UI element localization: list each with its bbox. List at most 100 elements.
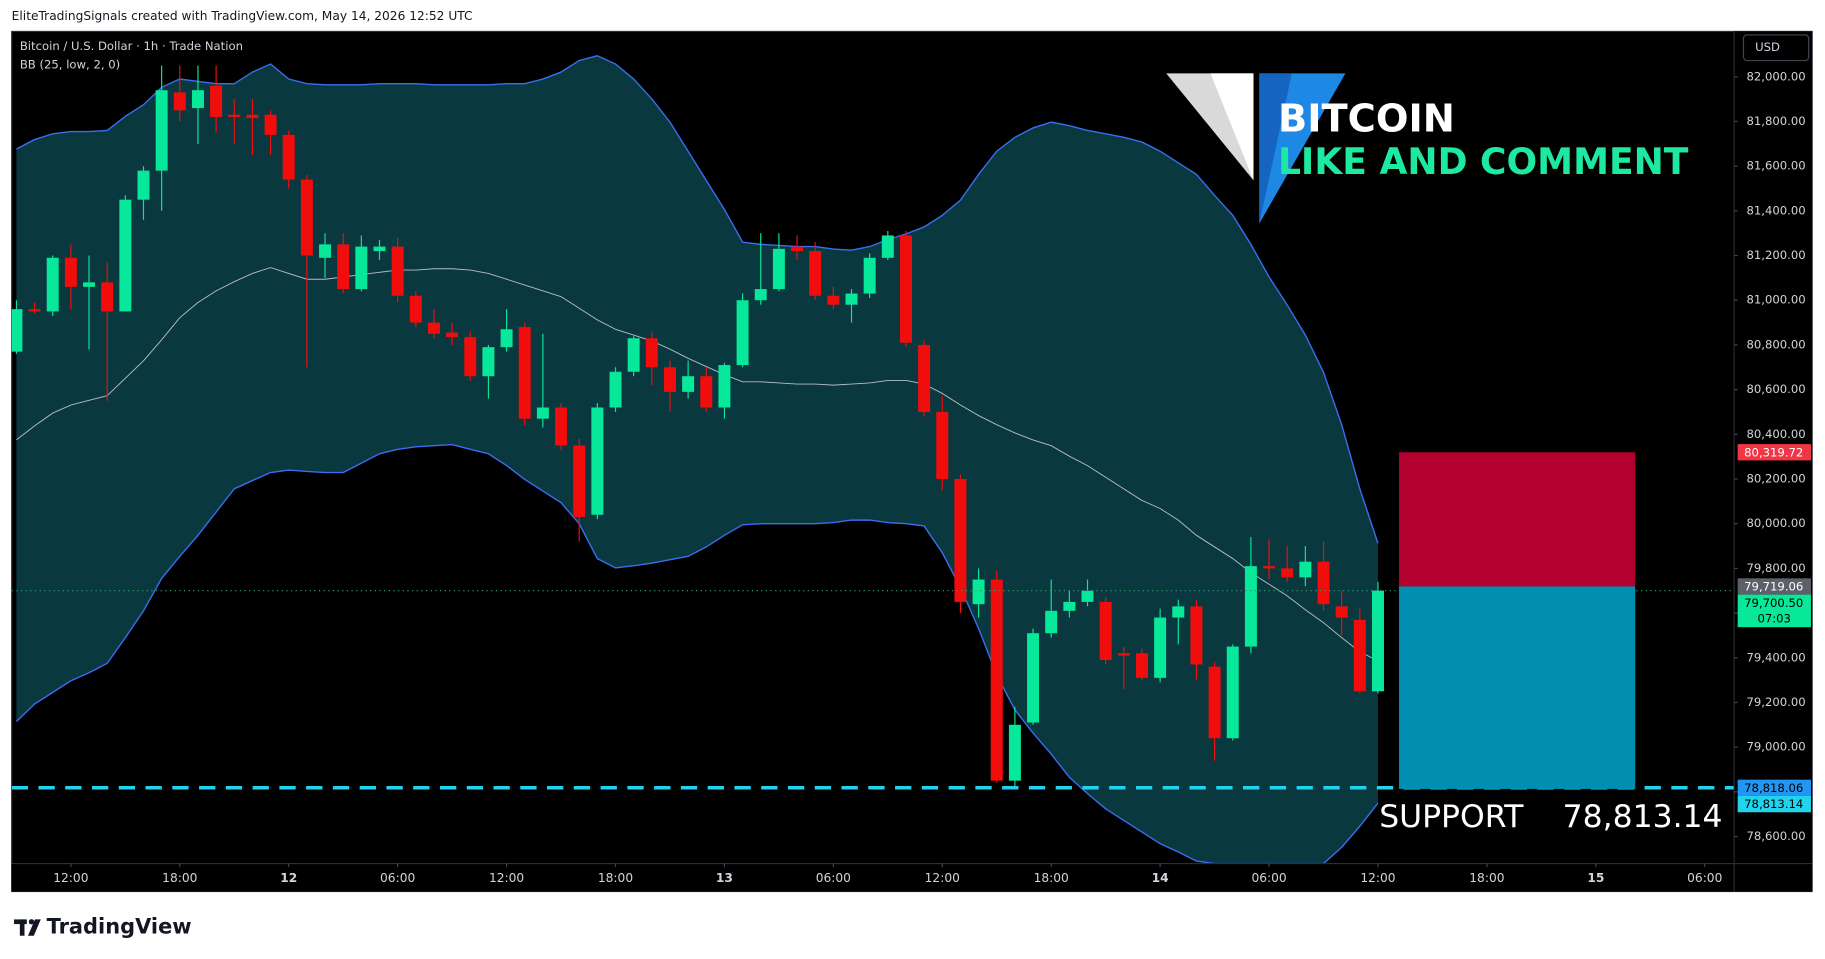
y-tick-label: 80,200.00 — [1746, 472, 1805, 486]
candle-body — [173, 92, 186, 111]
currency-button[interactable] — [1742, 34, 1810, 62]
x-tick-label: 12 — [280, 871, 297, 885]
candle-body — [28, 309, 41, 312]
candle-body — [500, 329, 513, 348]
candle-body — [518, 327, 531, 419]
symbol-legend: Bitcoin / U.S. Dollar · 1h · Trade Natio… — [20, 39, 243, 53]
x-tick-label: 12:00 — [489, 871, 524, 885]
price-tag-countdown: 07:03 — [1757, 612, 1791, 626]
tags-layer: 80,319.72 79,719.06 79,700.50 07:03 78,818.0… — [1737, 444, 1811, 813]
candle-body — [319, 244, 332, 258]
y-tick-label: 79,800.00 — [1746, 561, 1805, 575]
support-label: SUPPORT — [1379, 799, 1524, 835]
candle-body — [736, 300, 749, 366]
logo-blue-dark — [1259, 73, 1292, 224]
candle-body — [155, 90, 168, 171]
candle-body — [282, 134, 295, 180]
price-tag-label: 79,700.50 — [1744, 596, 1803, 610]
candle-body — [863, 257, 876, 294]
candle-body — [918, 344, 931, 412]
candle-body — [845, 293, 858, 305]
candle-body — [573, 445, 586, 517]
attribution: EliteTradingSignals created with Trading… — [12, 9, 473, 23]
candle-body — [881, 235, 894, 258]
y-tick-label: 80,000.00 — [1746, 516, 1805, 530]
candle-body — [1190, 606, 1203, 665]
candle-body — [1154, 617, 1167, 678]
candle-body — [1263, 566, 1276, 569]
candle-body — [373, 246, 386, 252]
price-tag-label: 78,818.06 — [1744, 781, 1803, 795]
y-tick-label: 81,600.00 — [1746, 159, 1805, 173]
y-tick-label: 80,400.00 — [1746, 427, 1805, 441]
y-tick-label: 81,200.00 — [1746, 248, 1805, 262]
candle-body — [1027, 633, 1040, 723]
x-tick-label: 12:00 — [53, 871, 88, 885]
candle-body — [754, 289, 767, 301]
candle-body — [827, 295, 840, 305]
y-tick-label: 81,400.00 — [1746, 203, 1805, 217]
candle-body — [11, 309, 23, 352]
candle-body — [228, 114, 241, 118]
x-tick-label: 13 — [716, 871, 733, 885]
candle-body — [46, 257, 59, 312]
position-target — [1398, 586, 1636, 789]
candle-body — [337, 244, 350, 290]
candle-body — [355, 246, 368, 290]
price-tag — [1737, 594, 1811, 628]
x-tick-label: 14 — [1152, 871, 1169, 885]
candle-body — [246, 114, 259, 119]
brand: TradingView — [47, 915, 192, 939]
y-tick-label: 82,000.00 — [1746, 69, 1805, 83]
candle-body — [663, 367, 676, 392]
y-tick-label: 79,400.00 — [1746, 650, 1805, 664]
candle-body — [1172, 606, 1185, 618]
currency[interactable]: USD — [1755, 40, 1780, 54]
candle-body — [191, 90, 204, 109]
candle-body — [718, 365, 731, 408]
x-tick-label: 06:00 — [1251, 871, 1286, 885]
candle-body — [591, 407, 604, 515]
candle-body — [1371, 590, 1384, 692]
candle-body — [101, 282, 114, 312]
candle-body — [264, 114, 277, 135]
candle-body — [464, 337, 477, 377]
overlay-layer — [11, 452, 1735, 790]
time-axis-background — [11, 863, 1735, 892]
x-tick-label: 06:00 — [380, 871, 415, 885]
band-upper — [16, 55, 1379, 544]
candle-body — [972, 579, 985, 605]
candle-body — [990, 579, 1003, 781]
x-tick-label: 12:00 — [925, 871, 960, 885]
x-tick-label: 18:00 — [598, 871, 633, 885]
candle-body — [300, 179, 313, 256]
candle-body — [936, 411, 949, 480]
candle-body — [700, 376, 713, 408]
candle-body — [1117, 653, 1130, 656]
x-tick-label: 12:00 — [1360, 871, 1395, 885]
candle-body — [1208, 666, 1221, 739]
candle-body — [1244, 566, 1257, 647]
x-tick-label: 15 — [1587, 871, 1604, 885]
band-middle — [16, 267, 1379, 662]
indicator-legend: BB (25, low, 2, 0) — [20, 58, 120, 72]
brand-logo — [14, 919, 41, 936]
price-tag — [1737, 779, 1811, 796]
headline: BITCOIN — [1278, 97, 1455, 142]
candle-body — [1299, 561, 1312, 578]
candle-body — [627, 338, 640, 372]
candle-body — [609, 371, 622, 408]
candle-body — [791, 246, 804, 252]
price-tag — [1737, 578, 1811, 595]
candle-body — [64, 257, 77, 287]
x-tick-label: 18:00 — [1034, 871, 1069, 885]
candle-body — [1281, 568, 1294, 578]
candle-body — [899, 235, 912, 343]
candle-body — [1081, 590, 1094, 602]
y-tick-label: 79,200.00 — [1746, 695, 1805, 709]
y-tick-label: 78,600.00 — [1746, 829, 1805, 843]
price-tag-label: 79,719.06 — [1744, 580, 1803, 594]
price-tag — [1737, 795, 1811, 813]
